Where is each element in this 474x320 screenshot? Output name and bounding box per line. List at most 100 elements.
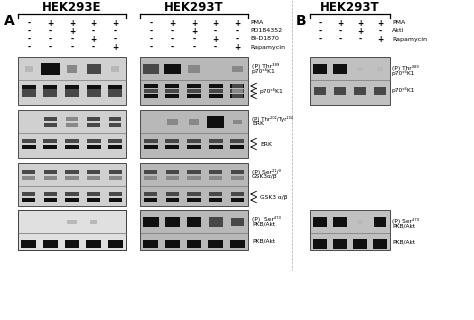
- Text: +: +: [234, 19, 240, 28]
- Bar: [187, 217, 201, 227]
- Bar: [44, 85, 57, 89]
- Bar: [187, 84, 201, 88]
- Bar: [164, 217, 180, 227]
- Text: +: +: [357, 27, 363, 36]
- Bar: [108, 93, 122, 97]
- Bar: [166, 198, 179, 202]
- Bar: [187, 139, 201, 143]
- Text: -: -: [319, 27, 321, 36]
- Bar: [230, 84, 244, 88]
- Bar: [65, 145, 79, 149]
- Text: -: -: [236, 27, 239, 36]
- Text: -: -: [358, 35, 362, 44]
- Bar: [313, 64, 327, 74]
- Text: PKB/Akt: PKB/Akt: [392, 223, 415, 228]
- Bar: [44, 176, 57, 180]
- Bar: [44, 170, 57, 174]
- Bar: [109, 198, 122, 202]
- Bar: [18, 57, 126, 105]
- Text: (P) Thr³⁸⁹: (P) Thr³⁸⁹: [252, 63, 279, 69]
- Text: HEK293T: HEK293T: [320, 1, 380, 14]
- Bar: [144, 145, 158, 149]
- Text: p70ˢ⁶K1: p70ˢ⁶K1: [392, 70, 415, 76]
- Bar: [44, 145, 57, 149]
- Bar: [87, 64, 100, 74]
- Text: Akti: Akti: [392, 28, 404, 34]
- Bar: [313, 217, 327, 227]
- Bar: [144, 176, 157, 180]
- Text: -: -: [149, 35, 152, 44]
- Bar: [333, 217, 347, 227]
- Bar: [333, 64, 347, 74]
- Bar: [108, 85, 122, 89]
- Bar: [232, 94, 243, 98]
- Text: -: -: [27, 35, 30, 44]
- Bar: [111, 67, 119, 72]
- Bar: [44, 198, 57, 202]
- Bar: [64, 240, 79, 248]
- Bar: [22, 85, 36, 89]
- Text: -: -: [338, 27, 342, 36]
- Bar: [230, 170, 244, 174]
- Bar: [166, 170, 179, 174]
- Bar: [109, 170, 122, 174]
- Bar: [22, 192, 36, 196]
- Bar: [164, 64, 181, 75]
- Text: Rapamycin: Rapamycin: [392, 36, 427, 42]
- Bar: [87, 85, 100, 89]
- Bar: [374, 217, 386, 227]
- Bar: [187, 176, 201, 180]
- Text: +: +: [337, 19, 343, 28]
- Bar: [140, 210, 248, 250]
- Bar: [313, 87, 327, 95]
- Bar: [209, 84, 223, 88]
- Bar: [41, 63, 60, 75]
- Bar: [373, 239, 387, 249]
- Bar: [230, 94, 244, 98]
- Bar: [187, 198, 201, 202]
- Text: -: -: [27, 43, 30, 52]
- Bar: [87, 145, 100, 149]
- Text: -: -: [171, 27, 174, 36]
- Bar: [109, 192, 122, 196]
- Bar: [187, 94, 201, 98]
- Bar: [310, 57, 390, 105]
- Bar: [187, 240, 201, 248]
- Bar: [44, 93, 57, 97]
- Text: (P) Thr²⁰²/Tyr²⁰⁴: (P) Thr²⁰²/Tyr²⁰⁴: [252, 116, 293, 122]
- Text: PKB/Akt: PKB/Akt: [392, 240, 415, 245]
- Text: PD184352: PD184352: [250, 28, 282, 34]
- Text: (P) Ser²¹/⁹: (P) Ser²¹/⁹: [252, 169, 281, 175]
- Text: -: -: [71, 43, 73, 52]
- Text: BI-D1870: BI-D1870: [250, 36, 279, 42]
- Text: +: +: [112, 19, 118, 28]
- Bar: [44, 192, 57, 196]
- Bar: [22, 139, 36, 143]
- Bar: [25, 66, 33, 72]
- Bar: [87, 176, 100, 180]
- Bar: [230, 192, 244, 196]
- Bar: [18, 210, 126, 250]
- Bar: [90, 220, 98, 224]
- Bar: [65, 93, 79, 97]
- Bar: [109, 123, 121, 127]
- Text: +: +: [69, 19, 75, 28]
- Bar: [44, 139, 57, 143]
- Bar: [230, 139, 244, 143]
- Bar: [187, 145, 201, 149]
- Bar: [167, 119, 178, 124]
- Bar: [230, 145, 244, 149]
- Text: -: -: [214, 27, 217, 36]
- Text: -: -: [378, 27, 382, 36]
- Text: p70ˢ⁶K1: p70ˢ⁶K1: [392, 87, 415, 93]
- Bar: [22, 198, 36, 202]
- Bar: [21, 240, 36, 248]
- Text: -: -: [192, 35, 196, 44]
- Bar: [353, 239, 367, 249]
- Bar: [374, 87, 386, 95]
- Bar: [232, 66, 243, 72]
- Bar: [87, 198, 100, 202]
- Text: B: B: [296, 14, 307, 28]
- Bar: [22, 170, 36, 174]
- Bar: [66, 65, 77, 73]
